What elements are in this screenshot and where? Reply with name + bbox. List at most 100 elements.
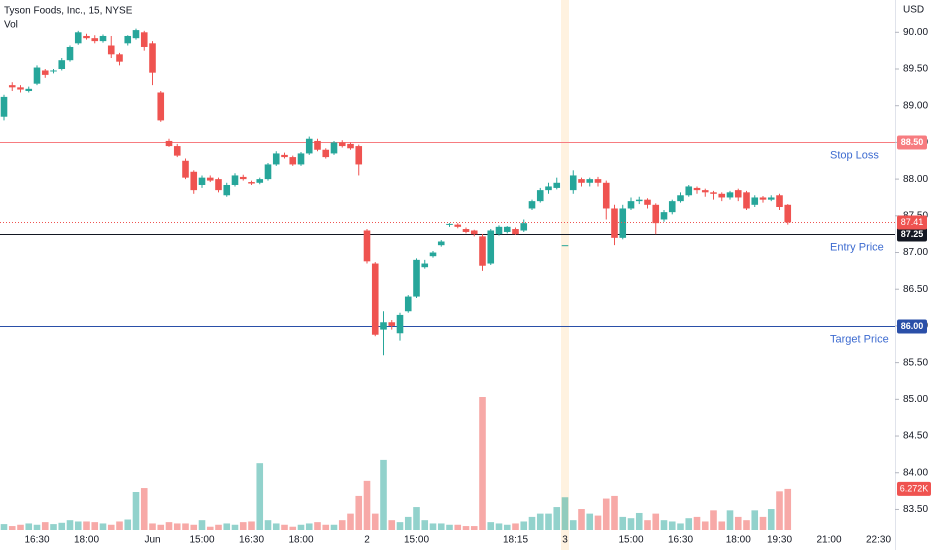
x-tick-label: 16:30	[239, 535, 264, 546]
candle-body	[528, 201, 536, 209]
candle-body	[165, 140, 173, 147]
volume-bar	[264, 520, 272, 530]
volume-bar	[314, 522, 321, 530]
level-name: Target Price	[830, 333, 889, 345]
y-tick-label: 88.00	[903, 174, 928, 185]
volume-bar	[363, 480, 371, 530]
volume-bar	[0, 524, 8, 530]
volume-bar	[66, 520, 74, 530]
volume-bar	[305, 523, 313, 530]
candle-body	[215, 179, 222, 191]
candle-body	[281, 154, 288, 158]
candle-body	[157, 92, 165, 121]
volume-bar	[239, 522, 247, 530]
y-tick-label: 87.00	[903, 247, 928, 258]
volume-bar	[41, 522, 49, 530]
candle-body	[322, 149, 330, 158]
volume-bar	[685, 518, 693, 530]
volume-bar	[437, 523, 445, 530]
candle-body	[594, 179, 602, 183]
volume-bar	[33, 524, 41, 530]
x-tick-label: 16:30	[668, 535, 693, 546]
candle-body	[710, 192, 717, 194]
volume-tag-label: 6.272K	[900, 483, 929, 493]
candle-body	[586, 179, 594, 183]
volume-bar	[297, 524, 305, 530]
x-tick-label: 18:00	[726, 535, 751, 546]
volume-bar	[644, 520, 651, 530]
x-tick-label: 21:00	[816, 535, 841, 546]
volume-bar	[289, 526, 297, 530]
candle-body	[479, 236, 486, 266]
y-tick-label: 83.50	[903, 504, 928, 515]
candle-body	[660, 212, 668, 220]
volume-bar	[520, 521, 528, 530]
y-tick-label: 90.00	[903, 27, 928, 38]
candle-body	[206, 177, 214, 181]
candle-body	[743, 192, 750, 209]
candle-body	[635, 199, 643, 202]
candle-body	[83, 35, 90, 39]
x-tick-label: 3	[562, 535, 568, 546]
volume-bar	[578, 509, 585, 530]
volume-bar	[759, 516, 767, 530]
candle-body	[347, 143, 354, 149]
chart-subtitle: Vol	[4, 20, 18, 31]
candle-body	[58, 60, 66, 70]
candle-body	[223, 184, 231, 196]
volume-bar	[528, 516, 536, 530]
volume-bar	[421, 520, 429, 530]
volume-bar	[561, 497, 569, 530]
level-tag	[897, 135, 927, 150]
x-tick-label: 18:00	[288, 535, 313, 546]
y-tick-label: 89.00	[903, 100, 928, 111]
y-tick-label: 86.50	[903, 284, 928, 295]
y-tick-label: 89.50	[903, 64, 928, 75]
x-tick-label: 15:00	[404, 535, 429, 546]
candle-body	[371, 263, 379, 335]
x-tick-label: 19:30	[767, 535, 792, 546]
volume-bar	[413, 507, 420, 530]
candle-body	[726, 192, 734, 198]
candle-body	[190, 171, 198, 191]
volume-bar	[718, 521, 726, 530]
candle-body	[784, 204, 792, 223]
x-tick-label: 18:00	[74, 535, 99, 546]
volume-bar	[83, 521, 90, 530]
candle-body	[776, 195, 783, 208]
candle-body	[759, 197, 767, 200]
candle-body	[256, 179, 264, 183]
candle-body	[25, 88, 33, 92]
candle-body	[487, 230, 495, 264]
candle-body	[272, 153, 280, 165]
volume-bar	[429, 523, 437, 530]
level-tag	[897, 227, 927, 242]
candle-body	[91, 38, 99, 42]
volume-bar	[50, 524, 57, 530]
y-tick-label: 85.00	[903, 394, 928, 405]
candle-body	[363, 230, 371, 262]
volume-bar	[25, 523, 33, 530]
candle-body	[124, 35, 132, 44]
candle-body	[446, 223, 453, 225]
current-price-tag	[897, 215, 927, 230]
volume-bar	[462, 526, 470, 530]
volume-bar	[281, 524, 288, 530]
candle-body	[668, 201, 676, 213]
candle-body	[437, 241, 445, 246]
volume-bar	[602, 498, 610, 530]
candle-body	[116, 54, 123, 62]
volume-bar	[611, 495, 618, 530]
volume-bar	[330, 524, 338, 530]
candle-body	[751, 197, 759, 205]
volume-bar	[107, 524, 115, 530]
candle-body	[652, 204, 660, 224]
candle-body	[454, 224, 462, 227]
candle-body	[231, 175, 239, 185]
volume-bar	[767, 509, 775, 530]
candle-body	[198, 177, 206, 185]
candle-body	[33, 67, 41, 84]
volume-bar	[677, 523, 684, 530]
volume-bar	[355, 495, 363, 530]
candle-body	[619, 208, 627, 238]
